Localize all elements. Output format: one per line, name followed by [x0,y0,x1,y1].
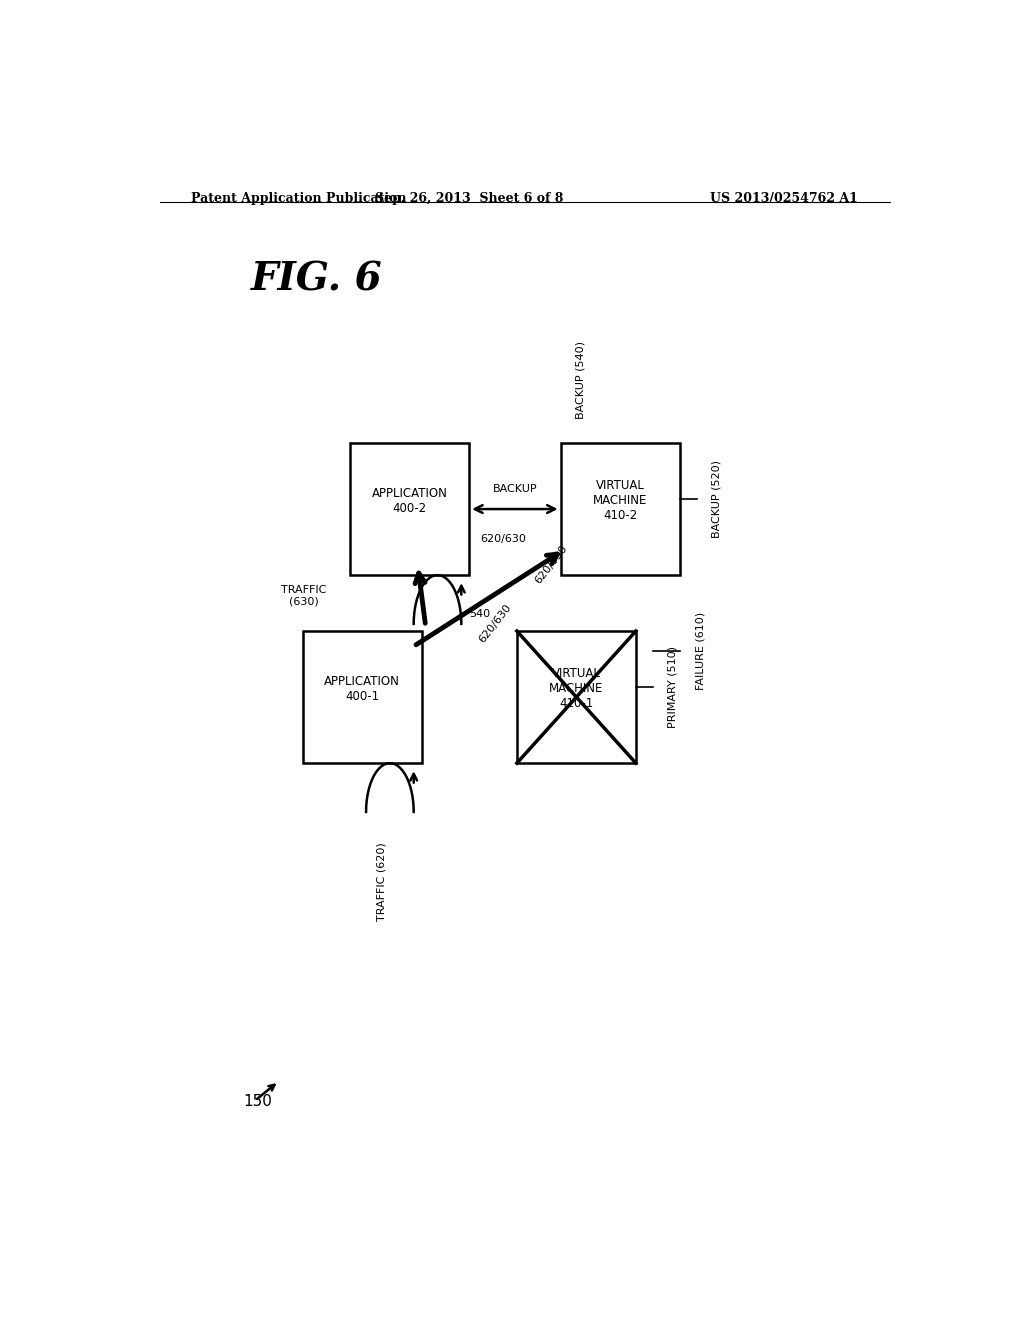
Text: 150: 150 [243,1094,272,1109]
Text: 620/630: 620/630 [532,544,569,586]
Text: BACKUP (520): BACKUP (520) [712,459,721,537]
Bar [350,444,469,576]
Bar [560,444,680,576]
Text: APPLICATION
400-1: APPLICATION 400-1 [325,675,400,704]
Bar [517,631,636,763]
Text: PRIMARY (510): PRIMARY (510) [668,645,678,727]
Text: TRAFFIC (620): TRAFFIC (620) [377,842,387,921]
Text: US 2013/0254762 A1: US 2013/0254762 A1 [711,191,858,205]
Text: 540: 540 [469,609,490,619]
Text: BACKUP: BACKUP [493,484,538,494]
Text: BACKUP (540): BACKUP (540) [575,342,586,420]
Text: TRAFFIC
(630): TRAFFIC (630) [281,585,327,607]
Text: VIRTUAL
MACHINE
410-1: VIRTUAL MACHINE 410-1 [549,668,603,710]
Text: Sep. 26, 2013  Sheet 6 of 8: Sep. 26, 2013 Sheet 6 of 8 [375,191,563,205]
Text: FIG. 6: FIG. 6 [251,260,383,298]
Bar [303,631,422,763]
Text: FAILURE (610): FAILURE (610) [695,612,706,690]
Text: APPLICATION
400-2: APPLICATION 400-2 [372,487,447,515]
Text: Patent Application Publication: Patent Application Publication [191,191,407,205]
Text: VIRTUAL
MACHINE
410-2: VIRTUAL MACHINE 410-2 [593,479,647,523]
Text: 620/630: 620/630 [477,603,513,645]
Text: 620/630: 620/630 [480,535,526,544]
